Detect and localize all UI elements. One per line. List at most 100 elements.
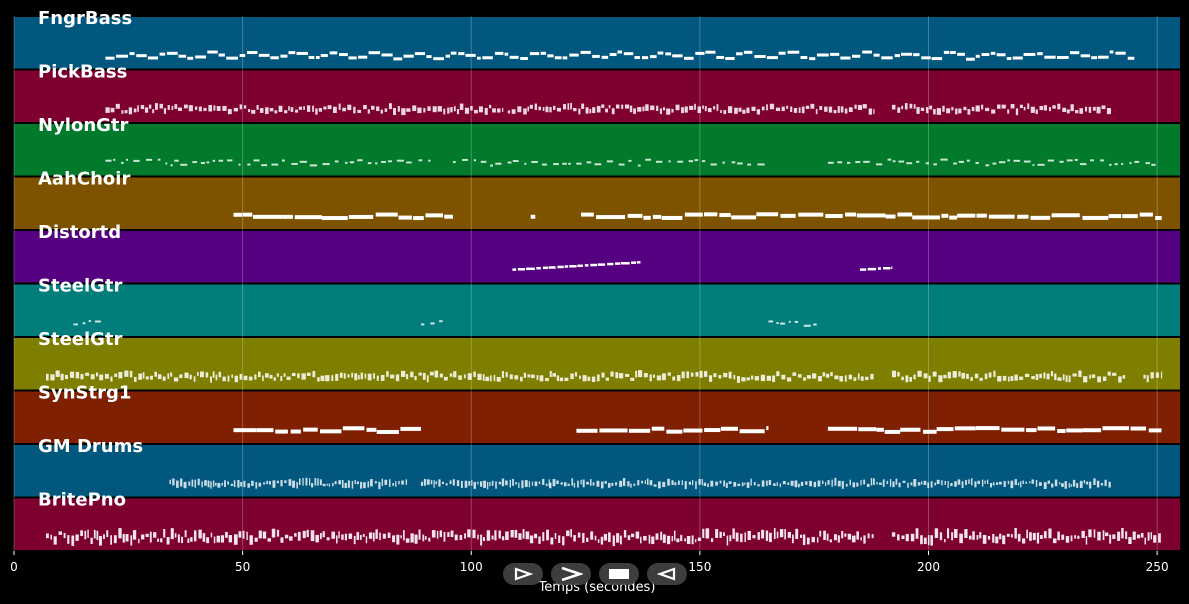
note bbox=[1010, 376, 1014, 381]
note bbox=[597, 374, 600, 382]
note bbox=[69, 371, 75, 378]
note bbox=[715, 481, 718, 486]
note bbox=[894, 54, 901, 58]
note bbox=[444, 214, 453, 219]
note bbox=[258, 530, 262, 539]
note bbox=[559, 377, 564, 382]
note bbox=[138, 538, 140, 544]
note bbox=[320, 375, 325, 382]
note bbox=[536, 375, 539, 381]
track-lane-4 bbox=[14, 231, 1180, 283]
note bbox=[723, 532, 725, 537]
track-label-6: SteelGtr bbox=[38, 329, 123, 350]
note bbox=[501, 107, 504, 112]
note bbox=[445, 483, 448, 486]
note bbox=[726, 535, 729, 546]
note bbox=[737, 376, 740, 383]
note bbox=[803, 377, 806, 381]
note bbox=[882, 479, 885, 487]
note bbox=[71, 535, 75, 546]
note bbox=[104, 373, 109, 379]
note bbox=[401, 108, 406, 116]
stop-button[interactable] bbox=[599, 563, 639, 585]
note bbox=[827, 426, 858, 431]
note bbox=[933, 163, 937, 166]
note bbox=[779, 483, 782, 488]
note bbox=[746, 377, 750, 381]
note bbox=[458, 52, 465, 56]
note bbox=[622, 478, 626, 486]
note bbox=[1121, 527, 1124, 539]
note bbox=[787, 531, 791, 538]
note bbox=[180, 163, 188, 166]
note bbox=[930, 481, 933, 488]
note bbox=[1014, 479, 1017, 485]
note bbox=[964, 529, 968, 539]
note bbox=[737, 162, 743, 165]
note bbox=[710, 480, 714, 487]
note bbox=[666, 429, 683, 434]
note bbox=[1081, 530, 1085, 538]
note bbox=[534, 103, 538, 110]
note bbox=[376, 375, 379, 381]
note bbox=[601, 104, 605, 108]
note bbox=[570, 102, 572, 110]
note bbox=[320, 429, 342, 434]
note bbox=[666, 535, 671, 545]
play-button[interactable] bbox=[503, 563, 543, 585]
note bbox=[360, 372, 363, 380]
note bbox=[180, 478, 183, 487]
note bbox=[982, 534, 987, 544]
note bbox=[414, 534, 418, 544]
note bbox=[1089, 481, 1092, 489]
note bbox=[665, 52, 672, 56]
note bbox=[797, 374, 802, 378]
note bbox=[263, 482, 266, 485]
track-notes-4 bbox=[512, 261, 893, 271]
note bbox=[686, 535, 691, 544]
note bbox=[1118, 376, 1122, 383]
tick-label-200: 200 bbox=[917, 560, 940, 574]
note bbox=[1066, 159, 1073, 162]
track-lane-3 bbox=[14, 177, 1180, 229]
back-button[interactable] bbox=[647, 563, 687, 585]
note bbox=[913, 478, 917, 487]
note bbox=[743, 50, 753, 54]
forward-button[interactable] bbox=[551, 563, 591, 585]
note bbox=[339, 372, 343, 378]
note bbox=[483, 480, 487, 489]
note bbox=[400, 426, 421, 431]
note bbox=[378, 481, 381, 490]
note bbox=[886, 480, 889, 484]
note bbox=[856, 531, 859, 540]
note bbox=[829, 539, 832, 543]
note bbox=[212, 371, 215, 378]
note bbox=[549, 370, 552, 378]
note bbox=[848, 107, 853, 113]
note bbox=[501, 478, 505, 487]
note bbox=[520, 56, 528, 60]
note bbox=[629, 105, 633, 113]
note bbox=[248, 376, 253, 381]
note bbox=[1036, 532, 1040, 544]
note bbox=[934, 528, 939, 539]
note bbox=[284, 110, 288, 114]
note bbox=[790, 106, 793, 112]
note bbox=[794, 320, 799, 323]
note bbox=[781, 374, 786, 380]
note bbox=[202, 533, 206, 542]
note bbox=[988, 214, 1015, 219]
note bbox=[1155, 372, 1159, 378]
note bbox=[887, 158, 892, 161]
note bbox=[523, 372, 527, 378]
note bbox=[1108, 214, 1122, 219]
note bbox=[582, 375, 587, 382]
note bbox=[298, 478, 301, 486]
note bbox=[766, 375, 771, 381]
note bbox=[892, 160, 896, 163]
note bbox=[961, 481, 964, 489]
note bbox=[247, 163, 251, 166]
note bbox=[728, 371, 732, 379]
note bbox=[873, 478, 875, 486]
note bbox=[958, 371, 961, 377]
